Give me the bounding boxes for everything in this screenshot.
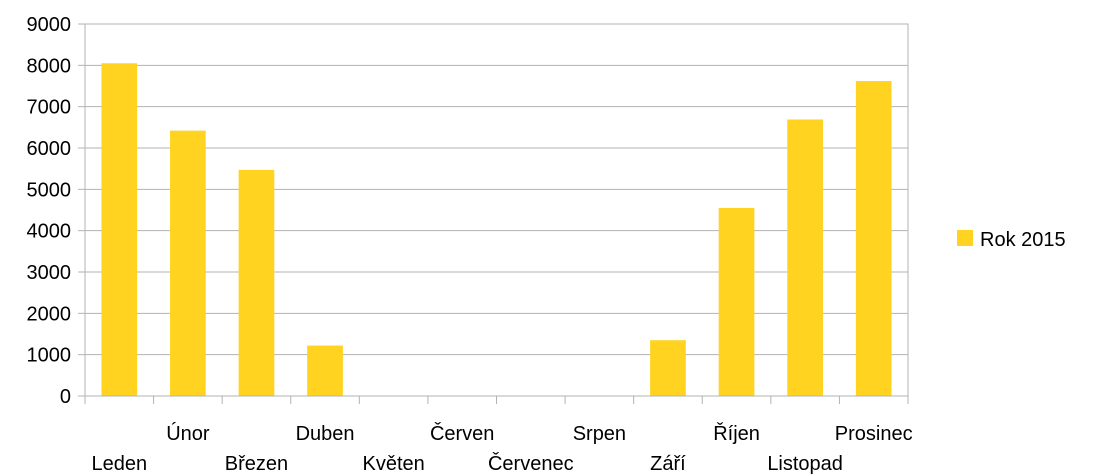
bar — [650, 340, 686, 396]
y-tick-label: 1000 — [27, 345, 72, 367]
y-tick-label: 3000 — [27, 262, 72, 284]
x-category-label: Září — [650, 453, 686, 474]
x-axis-labels: Leden Únor Březen Duben Květen Červen Červenec… — [91, 422, 912, 474]
bar — [170, 130, 206, 396]
x-category-label: Únor — [166, 422, 210, 445]
bar — [307, 345, 343, 396]
y-tick-label: 9000 — [27, 14, 72, 36]
y-tick-label: 8000 — [27, 55, 72, 77]
legend-swatch — [957, 230, 973, 246]
x-category-label: Srpen — [573, 423, 626, 445]
x-category-label: Prosinec — [835, 423, 913, 445]
y-tick-label: 5000 — [27, 179, 72, 201]
x-category-label: Duben — [296, 423, 355, 445]
bar-series — [101, 63, 892, 397]
y-axis-ticks: 0 1000 2000 3000 4000 5000 6000 7000 8000 9000 — [27, 14, 85, 408]
x-category-label: Červen — [430, 422, 494, 445]
x-category-label: Říjen — [713, 422, 760, 445]
grid-lines — [85, 23, 908, 397]
y-tick-label: 7000 — [27, 97, 72, 119]
x-category-label: Leden — [91, 453, 147, 474]
plot-border — [84, 23, 909, 397]
legend: Rok 2015 — [957, 229, 1066, 251]
legend-label: Rok 2015 — [980, 229, 1066, 251]
y-tick-label: 4000 — [27, 221, 72, 243]
bar — [101, 63, 138, 397]
y-tick-label: 6000 — [27, 138, 72, 160]
x-category-label: Březen — [225, 453, 288, 474]
x-category-label: Červenec — [488, 452, 574, 474]
y-tick-label: 0 — [60, 386, 71, 408]
y-tick-label: 2000 — [27, 303, 72, 325]
bar — [238, 169, 275, 396]
bar — [718, 207, 755, 396]
axes — [84, 23, 909, 404]
x-category-label: Listopad — [767, 453, 843, 474]
x-category-label: Květen — [362, 453, 424, 474]
bar — [787, 119, 823, 396]
bar — [855, 81, 892, 396]
